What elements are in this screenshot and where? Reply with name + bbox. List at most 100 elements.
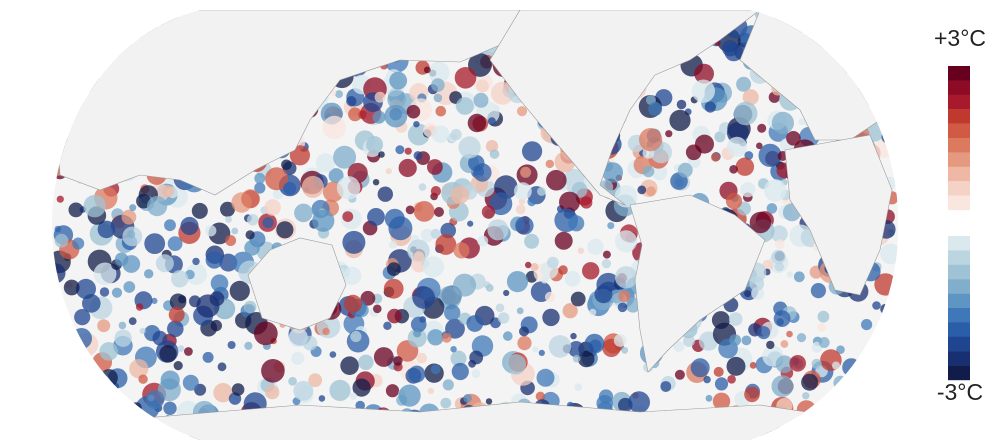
anomaly-patch (568, 215, 585, 232)
anomaly-patch (247, 214, 259, 226)
anomaly-patch (265, 385, 280, 400)
anomaly-patch (52, 322, 73, 346)
anomaly-patch (828, 21, 853, 46)
anomaly-patch (536, 368, 555, 387)
anomaly-patch (884, 321, 897, 334)
anomaly-patch (291, 351, 305, 365)
anomaly-patch (103, 394, 111, 402)
legend-swatch (948, 80, 970, 95)
anomaly-patch (342, 230, 366, 254)
anomaly-patch (775, 355, 794, 374)
anomaly-patch (817, 323, 827, 332)
anomaly-patch (81, 379, 94, 392)
anomaly-patch (568, 341, 585, 358)
anomaly-patch (487, 219, 509, 241)
anomaly-patch (413, 151, 423, 160)
anomaly-patch (117, 401, 138, 422)
anomaly-patch (118, 321, 127, 330)
anomaly-patch (735, 157, 755, 176)
anomaly-patch (736, 76, 752, 92)
anomaly-patch (52, 111, 70, 131)
anomaly-patch (625, 297, 641, 313)
anomaly-patch (412, 286, 436, 309)
legend-swatch (948, 279, 970, 294)
anomaly-patch (99, 287, 110, 297)
anomaly-patch (393, 356, 403, 366)
anomaly-patch (819, 425, 829, 435)
anomaly-patch (52, 47, 68, 71)
anomaly-patch (489, 192, 513, 216)
anomaly-patch (169, 293, 187, 311)
anomaly-patch (728, 312, 743, 326)
anomaly-patch (405, 205, 415, 215)
anomaly-patch (660, 381, 672, 392)
anomaly-patch (71, 367, 83, 379)
anomaly-patch (349, 392, 357, 400)
anomaly-patch (602, 250, 611, 259)
anomaly-patch (853, 50, 869, 66)
anomaly-patch (67, 38, 75, 47)
anomaly-patch (276, 221, 294, 239)
anomaly-patch (116, 421, 140, 440)
anomaly-patch (138, 374, 148, 384)
anomaly-patch (97, 220, 116, 239)
anomaly-patch (558, 265, 568, 275)
anomaly-patch (584, 333, 605, 354)
anomaly-patch (89, 404, 97, 412)
anomaly-patch (108, 418, 124, 435)
anomaly-patch (879, 392, 888, 401)
anomaly-patch (78, 356, 94, 371)
anomaly-patch (726, 136, 748, 157)
anomaly-patch (418, 183, 427, 191)
anomaly-patch (145, 390, 165, 410)
legend-warm-scale (948, 66, 970, 211)
anomaly-patch (766, 340, 775, 350)
anomaly-patch (881, 131, 894, 144)
anomaly-patch (489, 149, 500, 159)
anomaly-patch (756, 142, 763, 150)
anomaly-patch (294, 203, 313, 223)
anomaly-patch (711, 152, 720, 162)
anomaly-patch (473, 163, 492, 182)
anomaly-patch (771, 375, 794, 398)
anomaly-patch (97, 319, 111, 333)
anomaly-patch (383, 321, 392, 330)
anomaly-patch (101, 427, 124, 440)
anomaly-patch (62, 23, 74, 35)
anomaly-patch (864, 355, 873, 364)
landmasses (54, 10, 893, 440)
anomaly-patch (315, 153, 336, 173)
anomaly-patch (52, 427, 64, 439)
anomaly-patch (205, 251, 223, 269)
anomaly-patch (477, 235, 489, 247)
anomaly-patch (171, 270, 189, 288)
anomaly-patch (114, 252, 129, 267)
anomaly-patch (832, 361, 840, 370)
anomaly-patch (335, 90, 343, 99)
anomaly-patch (729, 165, 738, 174)
anomaly-patch (167, 320, 184, 338)
anomaly-patch (741, 335, 752, 346)
anomaly-patch (450, 346, 457, 353)
anomaly-patch (467, 113, 487, 133)
anomaly-patch (589, 308, 597, 316)
anomaly-patch (493, 105, 500, 112)
anomaly-patch (888, 75, 899, 89)
anomaly-patch (801, 373, 819, 391)
anomaly-patch (863, 422, 884, 440)
anomaly-patch (358, 354, 374, 370)
anomaly-patch (642, 165, 655, 178)
anomaly-patch (694, 63, 714, 84)
anomaly-patch (813, 403, 832, 422)
anomaly-patch (129, 359, 149, 379)
anomaly-patch (674, 369, 685, 380)
anomaly-patch (160, 370, 180, 390)
anomaly-patch (775, 433, 787, 440)
anomaly-patch (62, 53, 82, 73)
anomaly-patch (100, 10, 124, 31)
anomaly-patch (485, 140, 499, 153)
anomaly-patch (407, 328, 427, 348)
anomaly-patch (167, 236, 183, 252)
anomaly-patch (406, 104, 421, 119)
